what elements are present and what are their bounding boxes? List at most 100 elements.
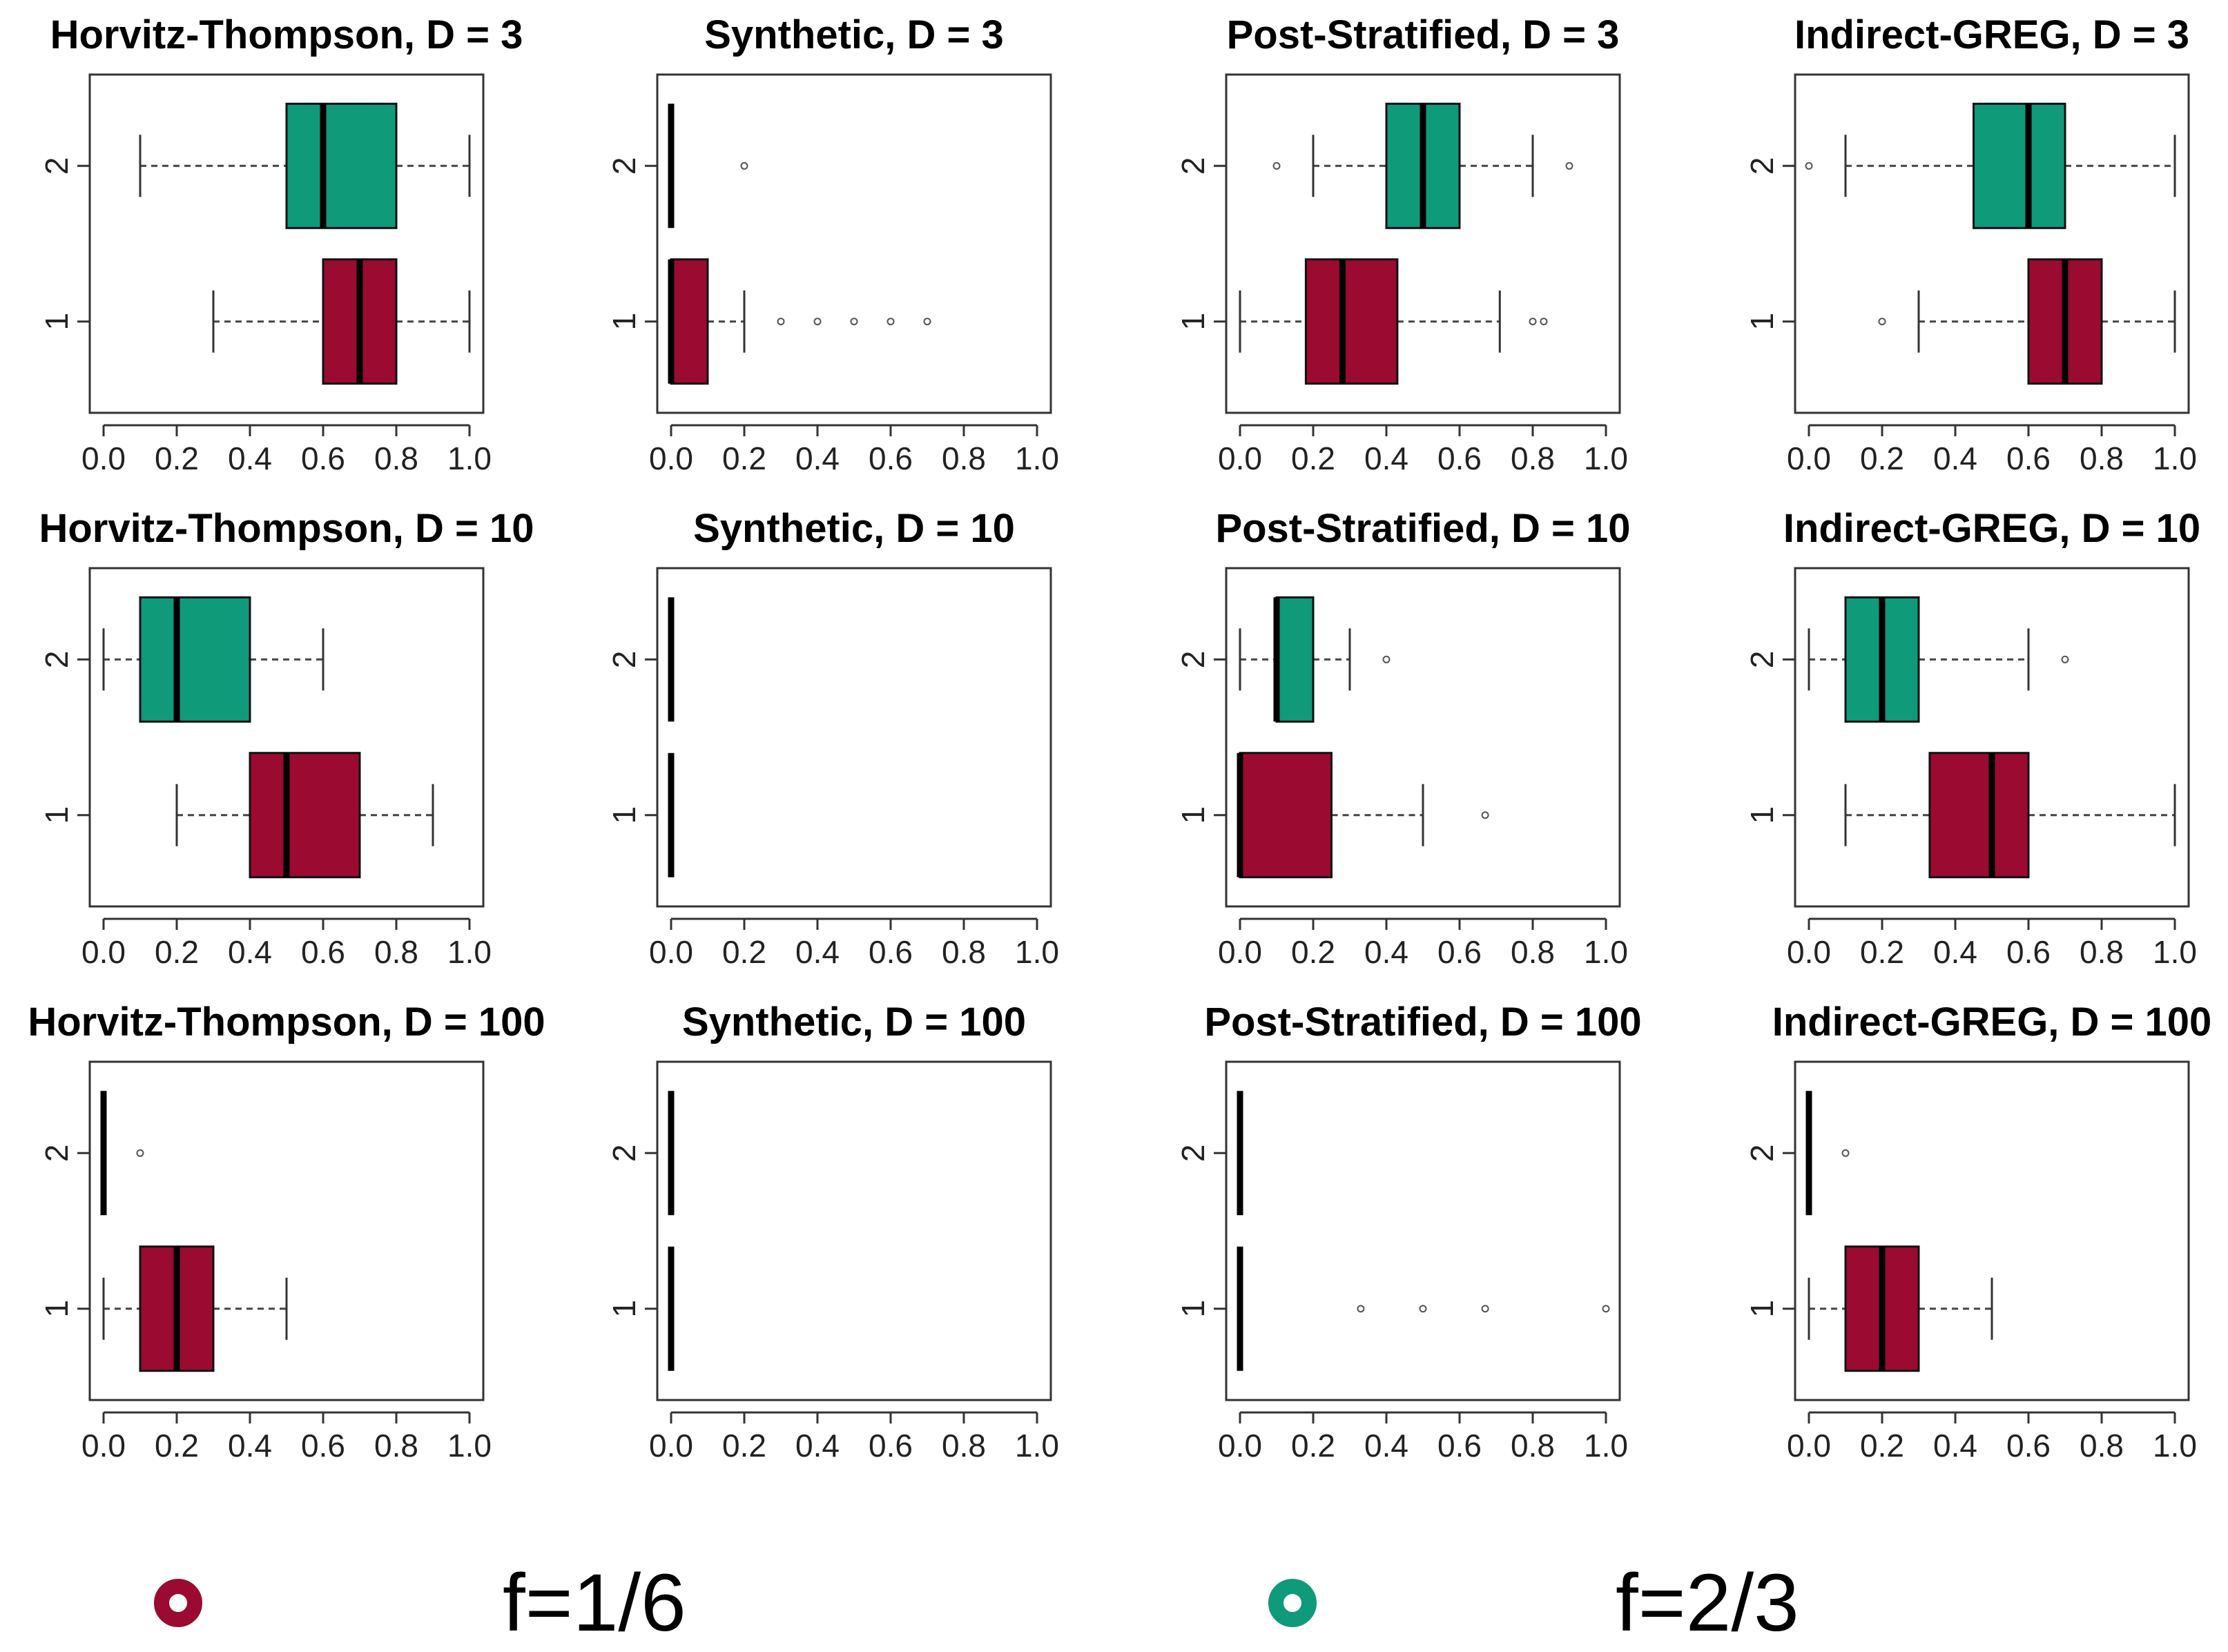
x-tick-label: 0.8	[374, 934, 418, 970]
box-group-2	[1805, 102, 2176, 229]
box-group-1	[212, 258, 471, 385]
x-tick-label: 0.0	[649, 934, 693, 970]
x-tick-label: 0.8	[2080, 1428, 2124, 1464]
panel-title: Horvitz-Thompson, D = 3	[50, 12, 523, 57]
panel-title: Post-Stratified, D = 10	[1215, 506, 1630, 551]
x-tick-label: 1.0	[1015, 440, 1059, 476]
x-tick-label: 1.0	[1015, 934, 1059, 970]
x-tick-label: 1.0	[2153, 1428, 2197, 1464]
box-group-2	[1239, 596, 1391, 723]
box-group-2	[102, 596, 324, 723]
x-tick-label: 0.8	[2080, 934, 2124, 970]
box-group-1	[1237, 1246, 1610, 1371]
x-tick-label: 0.8	[374, 1428, 418, 1464]
x-tick-label: 0.2	[1291, 934, 1335, 970]
outlier-point	[1481, 811, 1489, 819]
outlier-point	[1357, 1305, 1365, 1313]
x-tick-label: 0.2	[722, 934, 766, 970]
x-tick-label: 0.8	[942, 934, 986, 970]
iqr-box	[139, 596, 251, 723]
x-tick-label: 0.0	[1218, 440, 1262, 476]
x-tick-label: 1.0	[447, 440, 492, 476]
x-tick-label: 0.4	[1364, 440, 1408, 476]
y-tick-label: 2	[1744, 1145, 1780, 1163]
outlier-point	[1565, 162, 1573, 170]
legend-marker	[154, 1579, 202, 1627]
x-tick-label: 0.4	[1364, 934, 1408, 970]
iqr-box	[1239, 752, 1333, 879]
x-tick-label: 0.6	[301, 1428, 345, 1464]
outlier-point	[1481, 1305, 1489, 1313]
x-tick-label: 0.4	[228, 440, 272, 476]
y-tick-label: 2	[606, 157, 642, 175]
y-tick-label: 1	[39, 1300, 75, 1318]
y-tick-label: 1	[606, 1300, 642, 1318]
outlier-point	[1841, 1149, 1850, 1157]
outlier-point	[777, 318, 785, 326]
box-group-1	[1844, 752, 2176, 879]
iqr-box	[249, 752, 361, 879]
panel-11: Post-Stratified, D = 100 0.0 0.2 0.4 0.6 0.8 1…	[1175, 1000, 1642, 1464]
plot-frame	[656, 73, 1052, 414]
x-tick-label: 0.0	[1218, 934, 1262, 970]
box-group-1	[1878, 258, 2176, 385]
panel-title: Synthetic, D = 3	[704, 12, 1004, 57]
y-tick-label: 1	[1744, 1300, 1780, 1318]
iqr-box	[1304, 258, 1399, 385]
x-tick-label: 1.0	[1584, 440, 1628, 476]
x-tick-label: 0.8	[2080, 440, 2124, 476]
legend-label: f=1/6	[503, 1557, 686, 1649]
x-tick-label: 0.6	[869, 934, 913, 970]
plot-frame	[1794, 1060, 2190, 1401]
panel-10: Synthetic, D = 100 0.0 0.2 0.4 0.6 0.8 1.0 1 2	[606, 1000, 1059, 1464]
y-tick-label: 2	[606, 651, 642, 669]
y-tick-label: 2	[39, 651, 75, 669]
legend-label: f=2/3	[1616, 1557, 1799, 1649]
outlier-point	[923, 318, 931, 326]
y-tick-label: 2	[1175, 651, 1211, 669]
outlier-point	[1540, 318, 1548, 326]
outlier-point	[1419, 1305, 1427, 1313]
plot-frame	[88, 1060, 485, 1401]
x-tick-label: 0.4	[1933, 440, 1977, 476]
y-tick-label: 1	[606, 313, 642, 331]
x-tick-label: 1.0	[2153, 440, 2197, 476]
box-group-2	[668, 104, 748, 229]
x-tick-label: 0.2	[1860, 934, 1904, 970]
x-tick-label: 0.0	[1218, 1428, 1262, 1464]
outlier-point	[850, 318, 858, 326]
panel-1: Horvitz-Thompson, D = 3 0.0 0.2 0.4 0.6 0.8 1.…	[39, 12, 523, 476]
panel-9: Horvitz-Thompson, D = 100 0.0 0.2 0.4 0.6 0.8…	[28, 1000, 545, 1464]
x-tick-label: 0.6	[2006, 934, 2051, 970]
x-tick-label: 0.4	[228, 1428, 272, 1464]
plot-frame	[1225, 73, 1621, 414]
x-tick-label: 0.2	[1291, 440, 1335, 476]
x-tick-label: 0.0	[1787, 934, 1831, 970]
x-tick-label: 0.4	[795, 1428, 840, 1464]
box-group-2	[1272, 102, 1573, 229]
outlier-point	[1529, 318, 1537, 326]
y-tick-label: 1	[606, 806, 642, 824]
x-tick-label: 0.4	[795, 440, 840, 476]
iqr-box	[285, 102, 398, 229]
x-tick-label: 0.0	[1787, 440, 1831, 476]
x-tick-label: 0.6	[301, 440, 345, 476]
plot-frame	[656, 567, 1052, 908]
iqr-box	[1928, 752, 2030, 879]
box-group-2	[1805, 1091, 1850, 1216]
panel-4: Indirect-GREG, D = 3 0.0 0.2 0.4 0.6 0.8 1.0 1 2	[1744, 12, 2197, 476]
x-tick-label: 0.8	[374, 440, 418, 476]
panel-title: Synthetic, D = 10	[693, 506, 1015, 551]
y-tick-label: 2	[1175, 1145, 1211, 1163]
x-tick-label: 0.8	[1511, 440, 1555, 476]
box-group-1	[102, 1245, 288, 1372]
outlier-point	[1602, 1305, 1610, 1313]
box-group-1	[1239, 258, 1548, 385]
y-tick-label: 1	[39, 313, 75, 331]
box-group-1	[668, 258, 931, 385]
panel-8: Indirect-GREG, D = 10 0.0 0.2 0.4 0.6 0.8 1.0 1…	[1744, 506, 2200, 970]
box-group-1	[1237, 752, 1489, 879]
x-tick-label: 0.8	[1511, 934, 1555, 970]
panel-title: Indirect-GREG, D = 100	[1772, 1000, 2212, 1044]
